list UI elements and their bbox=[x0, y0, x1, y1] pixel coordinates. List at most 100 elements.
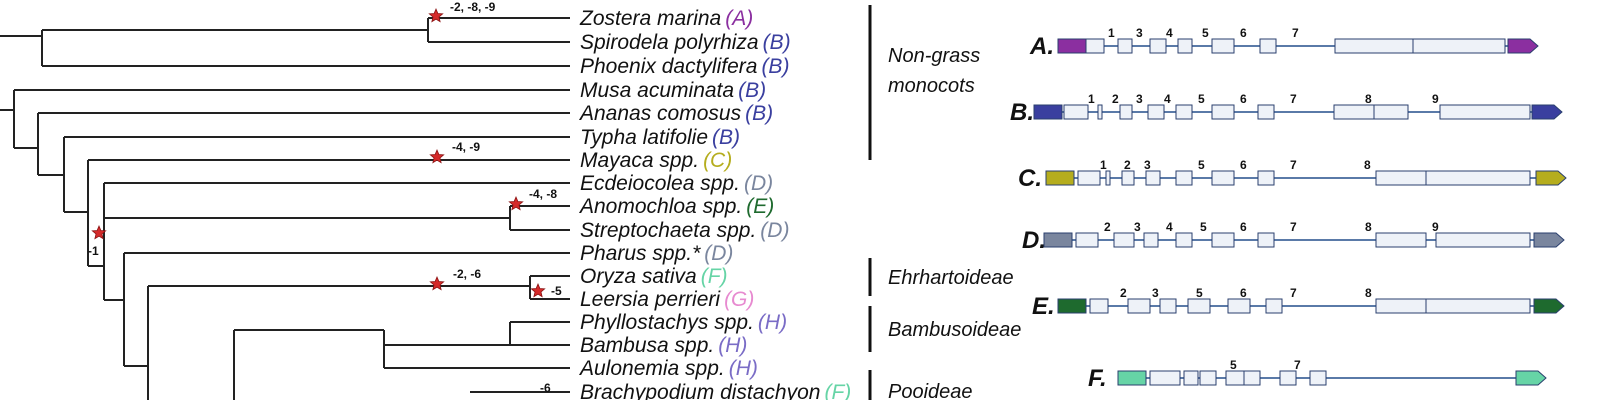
exon-box bbox=[1279, 370, 1297, 386]
phylogenetic-tree bbox=[0, 17, 570, 400]
exon-number: 1 bbox=[1088, 92, 1095, 106]
gene-label: A. bbox=[1029, 33, 1054, 60]
utr-3prime-arrow bbox=[1535, 170, 1567, 186]
exon-box bbox=[1227, 298, 1251, 314]
exon-number: 7 bbox=[1292, 26, 1299, 40]
taxon-group-code: (H) bbox=[729, 357, 758, 380]
taxon-label: Oryza sativa (F) bbox=[580, 265, 728, 288]
taxon-name: Phyllostachys spp. bbox=[580, 311, 754, 334]
exon-number: 8 bbox=[1365, 220, 1372, 234]
exon-box bbox=[1145, 170, 1161, 186]
taxon-label: Streptochaeta spp. (D) bbox=[580, 219, 789, 242]
gene-loss-star-icon bbox=[91, 224, 107, 240]
loss-event-label: -4, -9 bbox=[452, 140, 480, 154]
exon-number: 2 bbox=[1104, 220, 1111, 234]
taxon-name: Brachypodium distachyon bbox=[580, 381, 820, 400]
exon-box bbox=[1085, 38, 1105, 54]
clade-name: Bambusoideae bbox=[888, 319, 1021, 341]
clade-group-labels: Non-grass monocots Ehrhartoideae Bambusoide… bbox=[868, 5, 1021, 403]
utr-5prime-block bbox=[1057, 38, 1087, 54]
exon-number: 4 bbox=[1166, 26, 1173, 40]
exon-number: 3 bbox=[1136, 92, 1143, 106]
exon-box bbox=[1117, 38, 1133, 54]
utr-3prime-arrow bbox=[1515, 370, 1547, 386]
taxon-group-code: (F) bbox=[701, 265, 728, 288]
exon-number: 5 bbox=[1198, 92, 1205, 106]
taxon-labels: Zostera marina (A)Spirodela polyrhiza (B)P… bbox=[578, 7, 851, 404]
utr-3prime-arrow bbox=[1533, 232, 1565, 248]
exon-box bbox=[1412, 38, 1506, 54]
taxon-label: Pharus spp.* (D) bbox=[580, 242, 733, 265]
loss-event-label: -5 bbox=[551, 284, 562, 298]
exon-number: 1 bbox=[1108, 26, 1115, 40]
exon-number: 9 bbox=[1432, 92, 1439, 106]
utr-5prime-block bbox=[1117, 370, 1147, 386]
exon-box bbox=[1211, 170, 1235, 186]
taxon-group-code: (B) bbox=[763, 31, 791, 54]
exon-box bbox=[1187, 298, 1211, 314]
exon-box bbox=[1211, 104, 1235, 120]
taxon-group-code: (D) bbox=[744, 172, 773, 195]
loss-markers: -2, -8, -9 -4, -9 -4, -8 -1 -2, -6 -5 -6 bbox=[88, 0, 562, 395]
gene-loss-star-icon bbox=[508, 195, 524, 211]
taxon-name: Aulonemia spp. bbox=[578, 357, 725, 380]
gene-loss-star-icon bbox=[530, 282, 546, 298]
exon-number: 3 bbox=[1136, 26, 1143, 40]
utr-5prime-block bbox=[1045, 170, 1075, 186]
exon-box bbox=[1375, 232, 1427, 248]
exon-number: 8 bbox=[1365, 286, 1372, 300]
exon-box bbox=[1243, 370, 1261, 386]
gene-loss-star-icon bbox=[429, 148, 445, 164]
exon-number: 6 bbox=[1240, 220, 1247, 234]
exon-box bbox=[1225, 370, 1245, 386]
loss-event-label: -6 bbox=[540, 381, 551, 395]
exon-box bbox=[1257, 104, 1275, 120]
taxon-group-code: (E) bbox=[746, 195, 774, 218]
taxon-name: Ecdeiocolea spp. bbox=[580, 172, 740, 195]
taxon-name: Pharus spp.* bbox=[580, 242, 701, 265]
exon-box bbox=[1183, 370, 1199, 386]
clade-name: Pooideae bbox=[888, 381, 973, 400]
exon-box bbox=[1149, 370, 1181, 386]
exon-number: 5 bbox=[1200, 220, 1207, 234]
taxon-name: Ananas comosus bbox=[578, 102, 742, 125]
taxon-name: Musa acuminata bbox=[580, 79, 734, 102]
taxon-group-code: (B) bbox=[738, 79, 766, 102]
clade-name-line2: monocots bbox=[888, 75, 975, 97]
utr-3prime-arrow bbox=[1533, 298, 1565, 314]
gene-loss-star-icon bbox=[428, 7, 444, 23]
exon-box bbox=[1077, 170, 1101, 186]
taxon-label: Ananas comosus (B) bbox=[578, 102, 773, 125]
taxon-name: Anomochloa spp. bbox=[578, 195, 742, 218]
exon-number: 7 bbox=[1290, 220, 1297, 234]
clade-name: Non-grass bbox=[888, 45, 980, 67]
taxon-label: Musa acuminata (B) bbox=[580, 79, 766, 102]
exon-box bbox=[1373, 104, 1409, 120]
exon-box bbox=[1127, 298, 1151, 314]
taxon-name: Mayaca spp. bbox=[580, 149, 699, 172]
exon-box bbox=[1259, 38, 1277, 54]
loss-event-label: -1 bbox=[88, 244, 99, 258]
taxon-group-code: (C) bbox=[703, 149, 732, 172]
exon-box bbox=[1089, 298, 1109, 314]
exon-box bbox=[1177, 38, 1193, 54]
exon-number: 5 bbox=[1196, 286, 1203, 300]
loss-event-label: -2, -6 bbox=[453, 267, 481, 281]
utr-3prime-arrow bbox=[1531, 104, 1563, 120]
loss-event-label: -2, -8, -9 bbox=[450, 0, 496, 14]
exon-number: 8 bbox=[1364, 158, 1371, 172]
exon-number: 3 bbox=[1144, 158, 1151, 172]
taxon-group-code: (F) bbox=[824, 381, 851, 400]
exon-box bbox=[1435, 232, 1531, 248]
taxon-label: Bambusa spp. (H) bbox=[580, 334, 747, 357]
taxon-label: Spirodela polyrhiza (B) bbox=[580, 31, 791, 54]
exon-box bbox=[1257, 170, 1275, 186]
utr-5prime-block bbox=[1043, 232, 1073, 248]
gene-loss-star-icon bbox=[429, 275, 445, 291]
exon-number: 9 bbox=[1432, 220, 1439, 234]
exon-box bbox=[1211, 232, 1235, 248]
exon-number: 6 bbox=[1240, 92, 1247, 106]
taxon-name: Zostera marina bbox=[579, 7, 721, 30]
taxon-name: Oryza sativa bbox=[580, 265, 697, 288]
exon-box bbox=[1375, 170, 1427, 186]
